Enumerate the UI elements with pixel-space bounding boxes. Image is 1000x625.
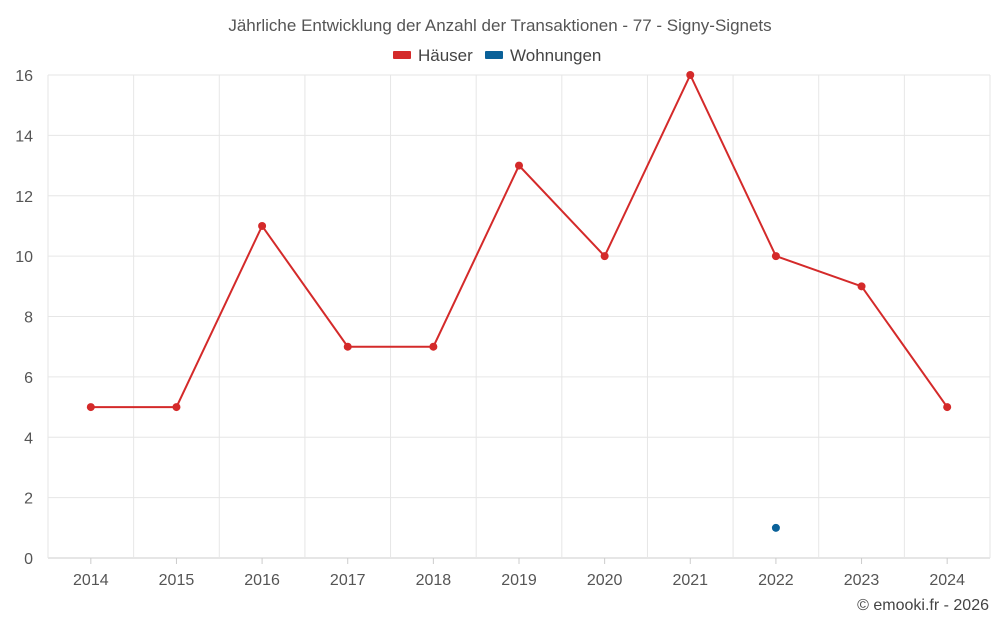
data-point-haeuser[interactable] [943,403,952,412]
data-point-haeuser[interactable] [600,252,609,261]
y-tick-label: 8 [24,310,33,327]
y-tick-label: 0 [24,551,33,568]
chart-title: Jährliche Entwicklung der Anzahl der Tra… [228,16,771,35]
x-tick-label: 2024 [929,572,965,589]
data-point-haeuser[interactable] [515,161,523,170]
y-tick-label: 2 [24,491,33,508]
data-point-haeuser[interactable] [771,252,780,261]
data-point-haeuser[interactable] [429,342,438,351]
data-point-haeuser[interactable] [686,71,695,79]
legend-swatch-wohnungen [485,51,503,59]
x-tick-label: 2022 [758,572,794,589]
data-point-haeuser[interactable] [172,403,181,412]
y-tick-label: 12 [15,189,33,206]
x-tick-label: 2021 [672,572,708,589]
legend-item-haeuser[interactable]: Häuser [393,46,473,65]
x-tick-label: 2015 [159,572,195,589]
x-tick-label: 2023 [844,572,880,589]
x-tick-label: 2014 [73,572,109,589]
data-point-haeuser[interactable] [343,342,352,351]
x-tick-label: 2018 [416,572,452,589]
legend-item-wohnungen[interactable]: Wohnungen [485,46,601,65]
credit-text: © emooki.fr - 2026 [857,597,989,614]
y-tick-label: 14 [15,128,33,145]
x-axis-ticks: 2014 2015 2016 2017 2018 2019 2020 2021 2022 2023… [73,558,965,589]
y-tick-label: 16 [15,68,33,85]
x-tick-label: 2017 [330,572,366,589]
data-point-haeuser[interactable] [857,282,866,291]
legend-label-wohnungen: Wohnungen [510,46,601,65]
series [86,71,952,532]
y-tick-label: 10 [15,249,33,266]
x-tick-label: 2020 [587,572,623,589]
data-point-wohnungen[interactable] [771,523,780,532]
y-axis-ticks: 0 2 4 6 8 10 12 14 16 [15,68,33,568]
x-tick-label: 2016 [244,572,280,589]
legend: Häuser Wohnungen [393,46,601,65]
y-tick-label: 4 [24,430,33,447]
data-point-haeuser[interactable] [258,221,267,230]
legend-label-haeuser: Häuser [418,46,473,65]
x-tick-label: 2019 [501,572,537,589]
grid [47,74,991,559]
legend-swatch-haeuser [393,51,411,59]
y-tick-label: 6 [24,370,33,387]
data-point-haeuser[interactable] [86,403,95,412]
